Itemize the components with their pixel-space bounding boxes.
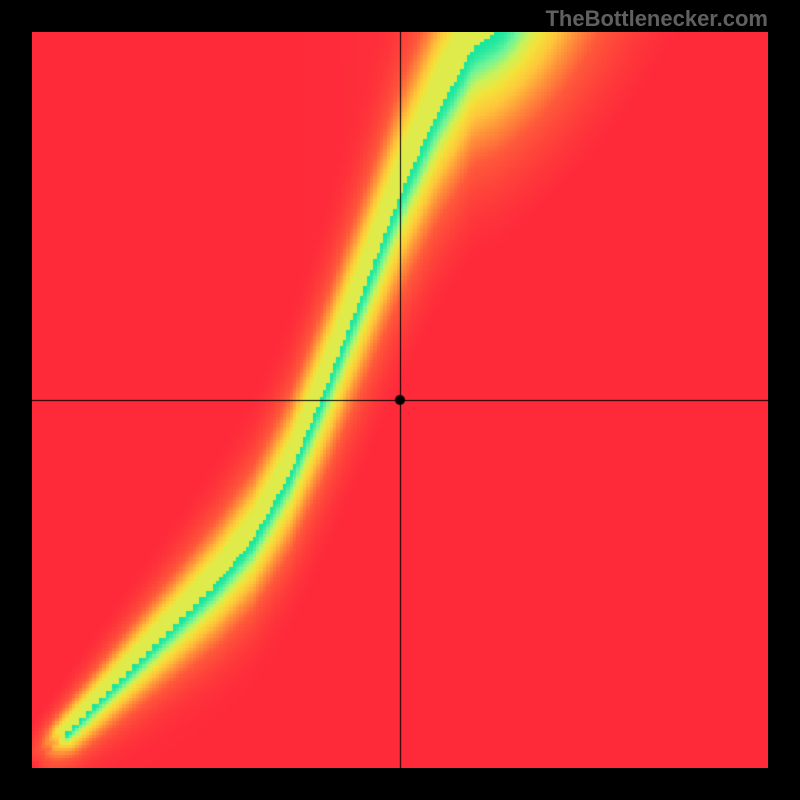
bottleneck-heatmap [32,32,768,768]
watermark-text: TheBottlenecker.com [545,6,768,32]
heatmap-container [32,32,768,768]
